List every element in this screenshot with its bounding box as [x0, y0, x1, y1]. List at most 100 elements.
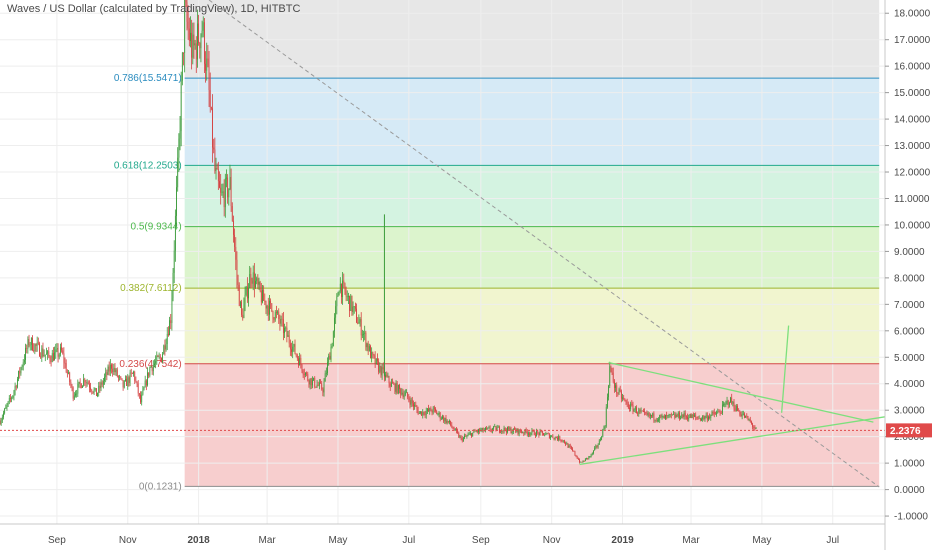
candle-body — [701, 419, 702, 421]
candle-body — [378, 361, 380, 372]
candle-body — [0, 420, 2, 425]
candle-body — [286, 327, 288, 337]
candle-body — [726, 400, 728, 402]
candle-body — [715, 413, 716, 415]
candle-body — [676, 415, 678, 417]
candle-body — [656, 420, 658, 421]
candle-body — [403, 394, 405, 397]
candle-body — [399, 385, 400, 389]
candle-body — [21, 366, 23, 368]
candle-body — [51, 353, 53, 363]
candle-body — [625, 400, 627, 402]
candle-body — [282, 319, 284, 334]
candle-body — [702, 416, 704, 420]
candle-body — [102, 380, 104, 385]
candle-body — [58, 354, 60, 357]
candle-body — [387, 376, 389, 378]
candle-body — [490, 430, 492, 432]
candle-body — [213, 147, 215, 150]
price-axis[interactable]: -1.0000 0.0000 1.0000 2.0000 3.0000 4.0000 5.0… — [884, 0, 932, 550]
candle-body — [442, 416, 443, 419]
candle-body — [335, 306, 337, 318]
candle-body — [62, 350, 64, 354]
candle-body — [314, 377, 316, 387]
candle-body — [395, 383, 397, 392]
candle-body — [500, 431, 501, 433]
candle-body — [496, 427, 498, 431]
candle-body — [173, 250, 175, 273]
candle-body — [43, 355, 45, 357]
candle-body — [439, 412, 441, 419]
candle-body — [651, 414, 652, 417]
candle-body — [433, 407, 435, 409]
candle-body — [151, 367, 153, 372]
candle-body — [521, 431, 522, 433]
candle-body — [87, 382, 89, 385]
candle-body — [115, 369, 117, 373]
candle-body — [740, 414, 742, 416]
candle-body — [401, 392, 403, 395]
candle-body — [451, 425, 453, 427]
candle-body — [511, 431, 513, 433]
candle-body — [138, 393, 140, 395]
candle-body — [479, 429, 481, 432]
candle-body — [26, 347, 28, 349]
candle-body — [561, 440, 563, 442]
candle-body — [128, 377, 130, 383]
candle-body — [552, 435, 554, 438]
candle-body — [547, 433, 549, 435]
candle-body — [56, 347, 58, 350]
candle-body — [15, 386, 17, 388]
candle-body — [643, 411, 644, 413]
candle-body — [306, 372, 308, 374]
time-axis[interactable]: Sep Nov 2018 Mar May Jul Sep Nov 2019 Mar May Jul — [0, 523, 885, 546]
price-tick-label: 4.0000 — [894, 379, 925, 390]
candle-body — [535, 435, 536, 436]
candle-body — [510, 428, 512, 433]
candle-body — [246, 286, 248, 299]
candle-body — [432, 407, 434, 413]
candle-body — [472, 432, 474, 437]
candle-body — [481, 428, 483, 431]
candle-body — [645, 412, 647, 414]
candle-body — [325, 372, 327, 374]
candle-body — [133, 371, 134, 374]
candle-body — [40, 356, 42, 358]
candle-body — [210, 107, 212, 109]
candle-body — [358, 321, 360, 324]
candle-body — [397, 385, 399, 394]
candle-body — [241, 301, 242, 315]
candle-body — [240, 301, 241, 306]
candle-body — [473, 430, 475, 433]
candle-body — [185, 0, 187, 3]
candle-body — [233, 220, 234, 235]
candle-body — [634, 407, 636, 410]
candle-body — [418, 412, 420, 414]
drawings[interactable] — [0, 0, 886, 488]
candle-body — [57, 347, 59, 357]
price-tick-label: 6.0000 — [894, 326, 925, 337]
candle-body — [315, 386, 317, 388]
candle-body — [708, 416, 709, 420]
candle-body — [627, 403, 629, 408]
candle-body — [717, 411, 719, 413]
candle-body — [116, 369, 118, 377]
candle-body — [588, 456, 590, 459]
candle-body — [624, 398, 626, 401]
candle-body — [475, 431, 477, 432]
candle-body — [389, 383, 391, 387]
price-tick-label: 2.0000 — [894, 432, 925, 443]
candle-body — [10, 397, 11, 399]
candle-body — [177, 157, 179, 188]
candle-body — [738, 410, 740, 412]
price-tick-label: 3.0000 — [894, 406, 925, 417]
candle-body — [149, 367, 151, 376]
candle-body — [23, 359, 25, 363]
candle-body — [640, 410, 642, 412]
candle-body — [471, 433, 472, 437]
candle-body — [426, 408, 428, 412]
candle-body — [308, 380, 310, 385]
candle-body — [157, 355, 159, 357]
candle-body — [104, 376, 105, 381]
